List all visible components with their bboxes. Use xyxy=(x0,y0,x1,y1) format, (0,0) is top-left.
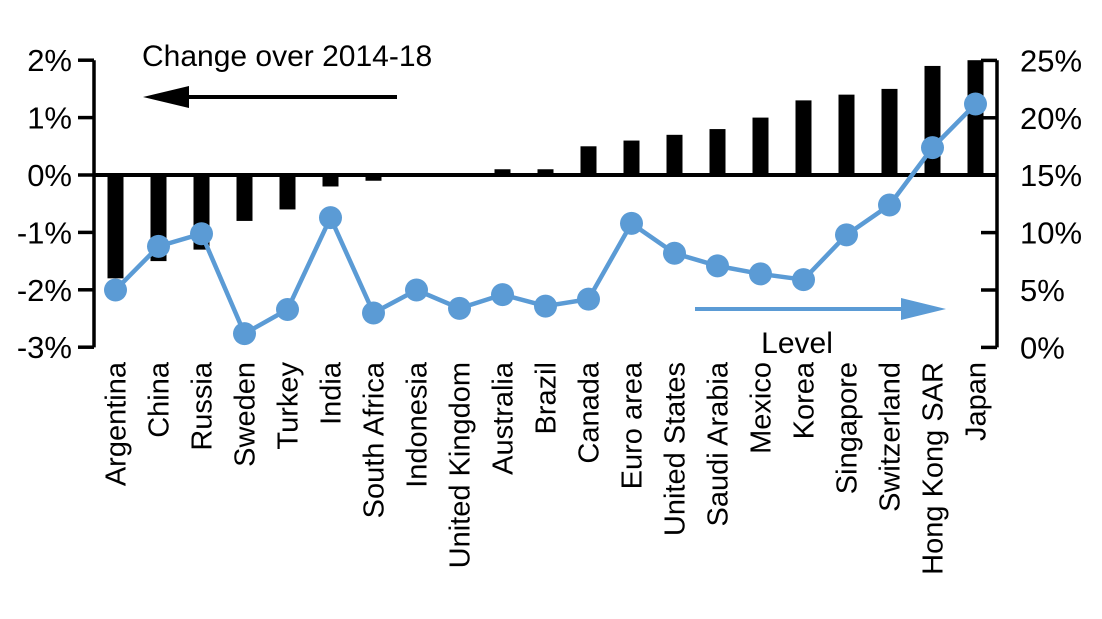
bar-Euro area xyxy=(623,140,640,175)
right-axis-tick-label: 10% xyxy=(1020,216,1082,251)
level-marker-China xyxy=(147,234,170,258)
x-axis-label-India: India xyxy=(316,361,348,425)
right-axis-tick-label: 0% xyxy=(1020,330,1065,365)
level-marker-Indonesia xyxy=(405,278,428,302)
bar-Mexico xyxy=(752,117,769,175)
left-axis-tick-label: -2% xyxy=(17,273,72,308)
x-axis-label-Sweden: Sweden xyxy=(230,362,262,467)
level-marker-Switzerland xyxy=(878,193,901,217)
left-axis-tick-label: 2% xyxy=(27,43,72,78)
bar-India xyxy=(322,175,339,187)
bar-Switzerland xyxy=(881,88,898,175)
level-marker-Korea xyxy=(792,268,815,292)
left-axis-tick-label: -1% xyxy=(17,215,72,250)
x-axis-label-Australia: Australia xyxy=(488,361,520,475)
left-axis-tick-label: -3% xyxy=(17,330,72,365)
level-marker-Hong Kong SAR xyxy=(921,136,944,160)
x-axis-label-Turkey: Turkey xyxy=(273,362,305,450)
level-marker-Australia xyxy=(491,283,514,307)
x-axis-label-Euro area: Euro area xyxy=(617,361,649,489)
right-axis-tick-label: 25% xyxy=(1020,43,1082,78)
bar-United States xyxy=(666,134,683,175)
x-axis-label-Brazil: Brazil xyxy=(531,362,563,435)
left-axis-tick-label: 1% xyxy=(27,101,72,136)
x-axis-label-Korea: Korea xyxy=(789,361,821,439)
right-axis-tick-label: 5% xyxy=(1020,273,1065,308)
bar-Turkey xyxy=(279,175,296,210)
level-marker-Singapore xyxy=(835,223,858,247)
left-axis-tick-label: 0% xyxy=(27,158,72,193)
x-axis-label-Hong Kong SAR: Hong Kong SAR xyxy=(918,362,950,575)
level-marker-South Africa xyxy=(362,301,385,325)
bar-Sweden xyxy=(236,175,253,221)
level-marker-Sweden xyxy=(233,322,256,346)
x-axis-label-Indonesia: Indonesia xyxy=(402,361,434,488)
level-marker-Mexico xyxy=(749,262,772,286)
level-marker-Russia xyxy=(190,222,213,246)
x-axis-labels-group: Argentina China Russia Sweden Turkey India Sou… xyxy=(101,361,993,575)
bar-Brazil xyxy=(537,169,554,175)
level-marker-Turkey xyxy=(276,298,299,322)
level-marker-Euro area xyxy=(620,211,643,235)
x-axis-label-Canada: Canada xyxy=(574,361,606,463)
x-axis-label-Argentina: Argentina xyxy=(101,361,133,486)
x-axis-label-South Africa: South Africa xyxy=(359,361,391,518)
right-arrow-head-icon xyxy=(901,298,946,320)
level-marker-Saudi Arabia xyxy=(706,254,729,278)
level-marker-United States xyxy=(663,241,686,265)
level-marker-Argentina xyxy=(104,278,127,302)
left-arrow-head-icon xyxy=(143,86,189,108)
right-axis-tick-label: 20% xyxy=(1020,101,1082,136)
bar-South Africa xyxy=(365,175,382,181)
line-series-group xyxy=(104,92,987,346)
bar-Saudi Arabia xyxy=(709,129,726,175)
level-marker-United Kingdom xyxy=(448,296,471,320)
x-axis-label-China: China xyxy=(144,361,176,438)
x-axis-label-United States: United States xyxy=(660,362,692,536)
right-axis-tick-label: 15% xyxy=(1020,158,1082,193)
level-marker-Brazil xyxy=(534,294,557,318)
bar-Singapore xyxy=(838,94,855,175)
x-axis-label-Japan: Japan xyxy=(961,362,993,441)
x-axis-label-Mexico: Mexico xyxy=(746,362,778,454)
line-series-label: Level xyxy=(761,327,833,360)
bar-Korea xyxy=(795,100,812,175)
x-axis-label-Singapore: Singapore xyxy=(832,362,864,494)
bar-series-label: Change over 2014-18 xyxy=(142,40,432,73)
bar-Argentina xyxy=(107,175,124,279)
bar-Japan xyxy=(967,60,984,176)
x-axis-label-Russia: Russia xyxy=(187,361,219,451)
x-axis-label-Switzerland: Switzerland xyxy=(875,362,907,512)
x-axis-label-Saudi Arabia: Saudi Arabia xyxy=(703,361,735,526)
level-marker-Canada xyxy=(577,287,600,311)
x-axis-label-United Kingdom: United Kingdom xyxy=(445,362,477,568)
level-marker-India xyxy=(319,206,342,230)
bar-series-group xyxy=(107,60,984,279)
bar-Australia xyxy=(494,169,511,175)
level-marker-Japan xyxy=(964,92,987,116)
bar-Canada xyxy=(580,146,597,175)
